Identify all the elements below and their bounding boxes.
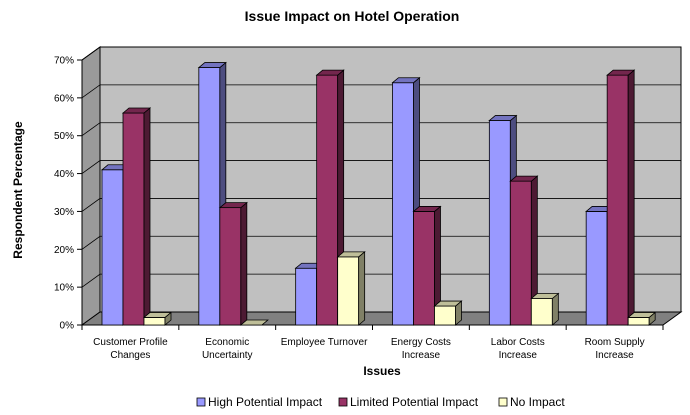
x-tick-label: Increase	[402, 350, 441, 361]
bar	[509, 180, 532, 326]
gridline	[81, 160, 681, 174]
bar	[316, 74, 339, 326]
gridline	[81, 273, 681, 288]
bar	[392, 82, 414, 326]
legend-swatch	[196, 397, 206, 407]
bar-top	[121, 107, 152, 114]
y-tick-label: 30%	[54, 207, 74, 218]
bar-top	[315, 69, 345, 76]
y-tick-label: 40%	[54, 169, 74, 180]
y-tick-label: 50%	[54, 131, 74, 142]
bar-top	[433, 300, 463, 307]
gridline	[81, 46, 681, 61]
legend-swatch	[338, 397, 348, 407]
bar	[219, 207, 242, 326]
bar	[606, 74, 629, 326]
legend-entry: Limited Potential Impact	[350, 395, 479, 409]
gridline	[81, 235, 681, 250]
bar	[101, 169, 124, 326]
chart-title: Issue Impact on Hotel Operation	[245, 8, 460, 24]
bar-side	[358, 251, 366, 326]
bar-top	[509, 175, 539, 182]
bar-side	[240, 201, 248, 326]
x-tick-label: Customer Profile	[93, 337, 168, 348]
x-tick-label: Employee Turnover	[281, 337, 368, 348]
bar-top	[606, 69, 636, 76]
bar	[434, 305, 456, 326]
bar-top	[239, 319, 269, 326]
bar-top	[391, 77, 421, 84]
y-tick-label: 0%	[60, 321, 75, 332]
bar-top	[336, 251, 366, 258]
bar-top	[627, 312, 657, 318]
bar	[488, 120, 511, 326]
bar-top	[218, 202, 248, 209]
bar-top	[197, 62, 227, 68]
x-tick-label: Labor Costs	[491, 337, 545, 348]
x-tick-label: Increase	[499, 350, 538, 361]
bar-top	[488, 115, 518, 121]
x-axis-label: Issues	[363, 364, 401, 378]
y-tick-label: 20%	[54, 245, 74, 256]
legend-swatch	[498, 397, 508, 407]
legend-entry: No Impact	[510, 395, 565, 409]
bar	[585, 211, 608, 326]
y-tick-label: 60%	[54, 93, 74, 104]
bar-top	[412, 206, 442, 212]
x-tick-label: Increase	[595, 350, 634, 361]
side-wall	[81, 46, 101, 326]
bar-side	[627, 69, 635, 326]
bar	[413, 211, 435, 326]
bar	[337, 256, 360, 326]
y-tick-label: 10%	[54, 283, 74, 294]
gridline	[81, 122, 681, 137]
legend-entry: High Potential Impact	[208, 395, 323, 409]
x-tick-label: Uncertainty	[202, 350, 253, 361]
bar	[143, 317, 166, 326]
bar-top	[530, 293, 560, 299]
bar-top	[142, 312, 173, 318]
x-tick-label: Room Supply	[585, 337, 645, 348]
gridline	[81, 84, 681, 99]
bar	[198, 67, 221, 326]
bar	[530, 298, 553, 326]
y-axis-label: Respondent Percentage	[11, 121, 25, 259]
gridline	[81, 198, 681, 212]
bar	[122, 112, 145, 326]
x-tick-label: Energy Costs	[391, 337, 451, 348]
x-tick-label: Changes	[110, 350, 150, 361]
y-tick-label: 70%	[54, 56, 74, 67]
bar-side	[143, 107, 151, 326]
bar	[627, 317, 650, 326]
x-tick-label: Economic	[205, 337, 249, 348]
bar	[295, 267, 318, 326]
